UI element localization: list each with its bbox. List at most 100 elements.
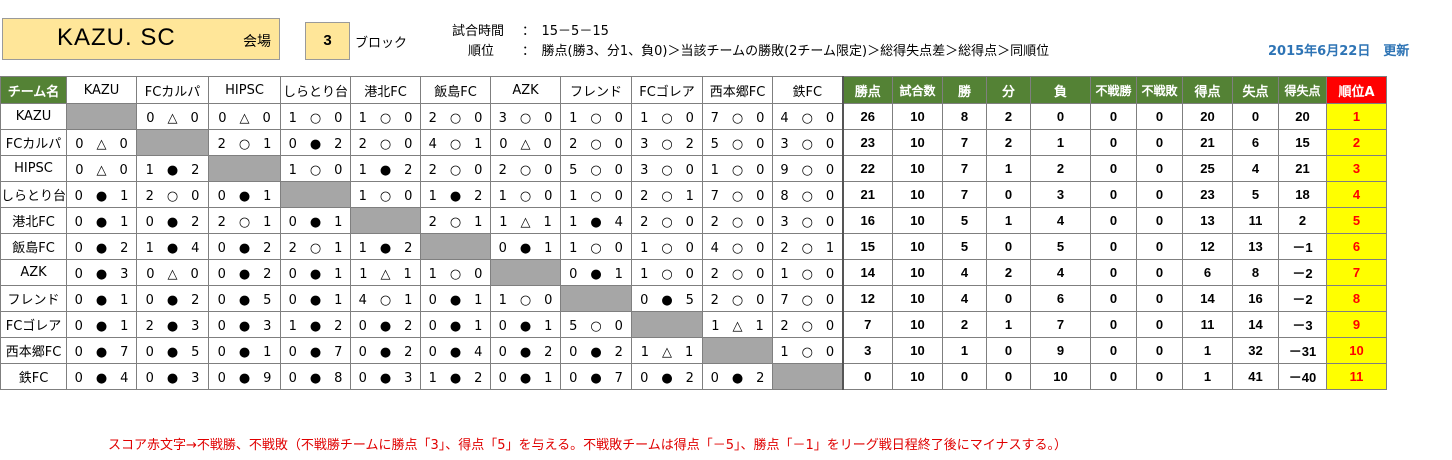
stat-cell: 1 — [942, 337, 988, 364]
match-result-cell: 0 ● 2 — [350, 337, 422, 364]
stat-cell: 15 — [841, 233, 894, 260]
stat-cell: 7 — [1030, 311, 1092, 338]
match-result-cell: 1 ● 2 — [350, 155, 422, 182]
row-team-name: FCゴレア — [0, 311, 68, 338]
match-result-cell: 0 ● 1 — [490, 233, 562, 260]
match-result-cell: 2 ○ 0 — [420, 155, 492, 182]
stat-cell: 0 — [986, 363, 1032, 390]
match-result-cell: 0 ● 5 — [136, 337, 210, 364]
stat-cell: 18 — [1278, 181, 1328, 208]
match-result-cell: 0 ● 2 — [702, 363, 774, 390]
match-result-cell: 0 ● 1 — [208, 337, 282, 364]
stat-cell: 10 — [892, 155, 944, 182]
stat-cell: 4 — [1030, 259, 1092, 286]
stat-cell: 0 — [1090, 181, 1138, 208]
stat-cell: 2 — [986, 103, 1032, 130]
stat-cell: 10 — [892, 103, 944, 130]
match-result-cell: 4 ○ 1 — [350, 285, 422, 312]
stat-cell: 2 — [986, 259, 1032, 286]
row-team-name: 鉄FC — [0, 363, 68, 390]
stat-column-header: 負 — [1030, 76, 1092, 104]
stat-cell: 41 — [1232, 363, 1280, 390]
match-result-cell: 0 ● 1 — [490, 363, 562, 390]
stat-cell: 1 — [1030, 129, 1092, 156]
stat-cell: －2 — [1278, 259, 1328, 286]
stat-cell: 0 — [1136, 103, 1184, 130]
match-result-cell: 0 ● 2 — [66, 233, 138, 260]
self-match-cell — [702, 337, 774, 364]
stat-cell: 15 — [1278, 129, 1328, 156]
match-result-cell: 1 ○ 0 — [560, 103, 633, 130]
match-result-cell: 0 ● 3 — [208, 311, 282, 338]
stat-cell: 12 — [841, 285, 894, 312]
stat-cell: 5 — [942, 207, 988, 234]
team-column-header: 港北FC — [350, 76, 422, 104]
match-result-cell: 0 ● 2 — [136, 285, 210, 312]
stat-cell: 10 — [892, 259, 944, 286]
stat-cell: 11 — [1232, 207, 1280, 234]
match-result-cell: 9 ○ 0 — [772, 155, 844, 182]
stat-cell: 1 — [1182, 363, 1234, 390]
stat-cell: 0 — [1090, 285, 1138, 312]
team-column-header: 鉄FC — [772, 76, 844, 104]
stat-cell: 0 — [1136, 311, 1184, 338]
stat-cell: 5 — [1232, 181, 1280, 208]
rank-column-header: 順位A — [1326, 76, 1388, 104]
match-result-cell: 2 ○ 0 — [772, 311, 844, 338]
stat-cell: 23 — [1182, 181, 1234, 208]
stat-cell: 0 — [1090, 259, 1138, 286]
match-result-cell: 4 ○ 0 — [772, 103, 844, 130]
team-column-header: 西本郷FC — [702, 76, 774, 104]
stat-cell: 0 — [1136, 337, 1184, 364]
match-result-cell: 0 ● 1 — [280, 207, 352, 234]
forfeit-note: スコア赤文字→不戦勝、不戦敗（不戦勝チームに勝点「3」、得点「5」を与える。不戦… — [108, 438, 1068, 453]
match-result-cell: 0 ● 1 — [66, 181, 138, 208]
stat-cell: 9 — [1030, 337, 1092, 364]
stat-cell: 14 — [1232, 311, 1280, 338]
stat-cell: 5 — [942, 233, 988, 260]
rank-cell: 7 — [1326, 259, 1388, 286]
stat-cell: 0 — [1136, 233, 1184, 260]
match-result-cell: 3 ○ 0 — [772, 129, 844, 156]
stat-cell: 0 — [1090, 103, 1138, 130]
stat-cell: 2 — [986, 129, 1032, 156]
stat-cell: 8 — [1232, 259, 1280, 286]
stat-cell: 7 — [942, 155, 988, 182]
stat-cell: 16 — [1232, 285, 1280, 312]
match-result-cell: 0 △ 0 — [136, 103, 210, 130]
match-result-cell: 1 ○ 0 — [280, 103, 352, 130]
self-match-cell — [490, 259, 562, 286]
match-result-cell: 0 ● 2 — [631, 363, 704, 390]
stat-cell: 6 — [1182, 259, 1234, 286]
match-result-cell: 0 ● 1 — [420, 311, 492, 338]
match-result-cell: 0 ● 7 — [560, 363, 633, 390]
rank-cell: 10 — [1326, 337, 1388, 364]
match-result-cell: 1 △ 1 — [350, 259, 422, 286]
title-box: KAZU. SC 会場 — [2, 18, 280, 60]
match-result-cell: 1 ○ 0 — [350, 103, 422, 130]
match-result-cell: 0 ● 8 — [280, 363, 352, 390]
match-result-cell: 1 △ 1 — [490, 207, 562, 234]
match-result-cell: 1 ● 4 — [560, 207, 633, 234]
ranking-label: 順位 — [468, 44, 495, 59]
team-column-header: フレンド — [560, 76, 633, 104]
match-result-cell: 0 ● 1 — [420, 285, 492, 312]
match-result-cell: 1 ● 2 — [420, 363, 492, 390]
rank-cell: 2 — [1326, 129, 1388, 156]
match-result-cell: 2 ○ 0 — [420, 103, 492, 130]
match-result-cell: 1 △ 1 — [631, 337, 704, 364]
stat-cell: 10 — [892, 337, 944, 364]
match-result-cell: 1 ○ 0 — [702, 155, 774, 182]
rank-cell: 5 — [1326, 207, 1388, 234]
stat-cell: 0 — [1030, 103, 1092, 130]
rank-cell: 1 — [1326, 103, 1388, 130]
stat-cell: 6 — [1232, 129, 1280, 156]
row-team-name: 飯島FC — [0, 233, 68, 260]
match-result-cell: 0 △ 0 — [66, 129, 138, 156]
stat-cell: 4 — [1030, 207, 1092, 234]
